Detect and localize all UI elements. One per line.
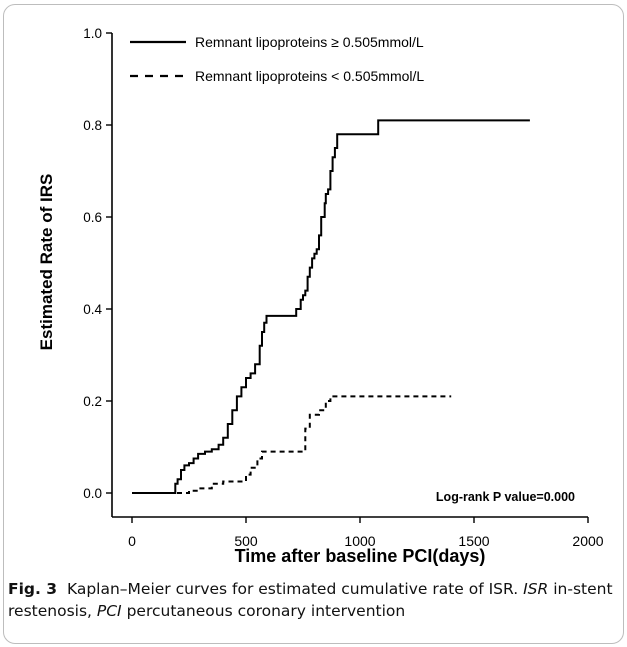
figure-caption: Fig. 3 Kaplan–Meier curves for estimated… xyxy=(8,578,618,622)
caption-text-2: in-stent restenosis, xyxy=(8,580,613,620)
x-tick-label: 0 xyxy=(128,533,136,549)
km-chart: 0.0 0.2 0.4 0.6 0.8 1.0 0 500 1000 1500 2000 Esti… xyxy=(37,26,604,566)
caption-abbr-pci: PCI xyxy=(96,602,122,620)
x-axis-title: Time after baseline PCI(days) xyxy=(235,546,486,566)
caption-abbr-isr: ISR xyxy=(523,580,549,598)
legend-label-low: Remnant lipoproteins < 0.505mmol/L xyxy=(195,68,424,84)
caption-fig-label: Fig. 3 xyxy=(8,580,58,598)
y-ticks: 0.0 0.2 0.4 0.6 0.8 1.0 xyxy=(83,26,112,501)
y-tick-label: 0.4 xyxy=(83,302,102,317)
y-tick-label: 0.6 xyxy=(83,210,102,225)
logrank-annotation: Log-rank P value=0.000 xyxy=(436,490,575,504)
x-ticks: 0 500 1000 1500 2000 xyxy=(128,517,604,549)
caption-text-1: Kaplan–Meier curves for estimated cumula… xyxy=(66,580,519,598)
y-axis-title: Estimated Rate of IRS xyxy=(37,174,56,351)
y-tick-label: 1.0 xyxy=(83,26,102,41)
figure-frame xyxy=(3,4,624,644)
series-line-low xyxy=(132,395,452,494)
x-tick-label: 1000 xyxy=(344,533,375,549)
caption-text-3: percutaneous coronary intervention xyxy=(126,602,406,620)
x-tick-label: 500 xyxy=(234,533,258,549)
series-line-high xyxy=(132,119,530,494)
x-tick-label: 1500 xyxy=(458,533,489,549)
legend-label-high: Remnant lipoproteins ≥ 0.505mmol/L xyxy=(195,34,424,50)
y-tick-label: 0.0 xyxy=(83,486,102,501)
y-tick-label: 0.8 xyxy=(83,118,102,133)
y-tick-label: 0.2 xyxy=(83,394,102,409)
series-lines xyxy=(132,119,530,494)
legend: Remnant lipoproteins ≥ 0.505mmol/L Remna… xyxy=(130,34,424,84)
x-tick-label: 2000 xyxy=(572,533,603,549)
